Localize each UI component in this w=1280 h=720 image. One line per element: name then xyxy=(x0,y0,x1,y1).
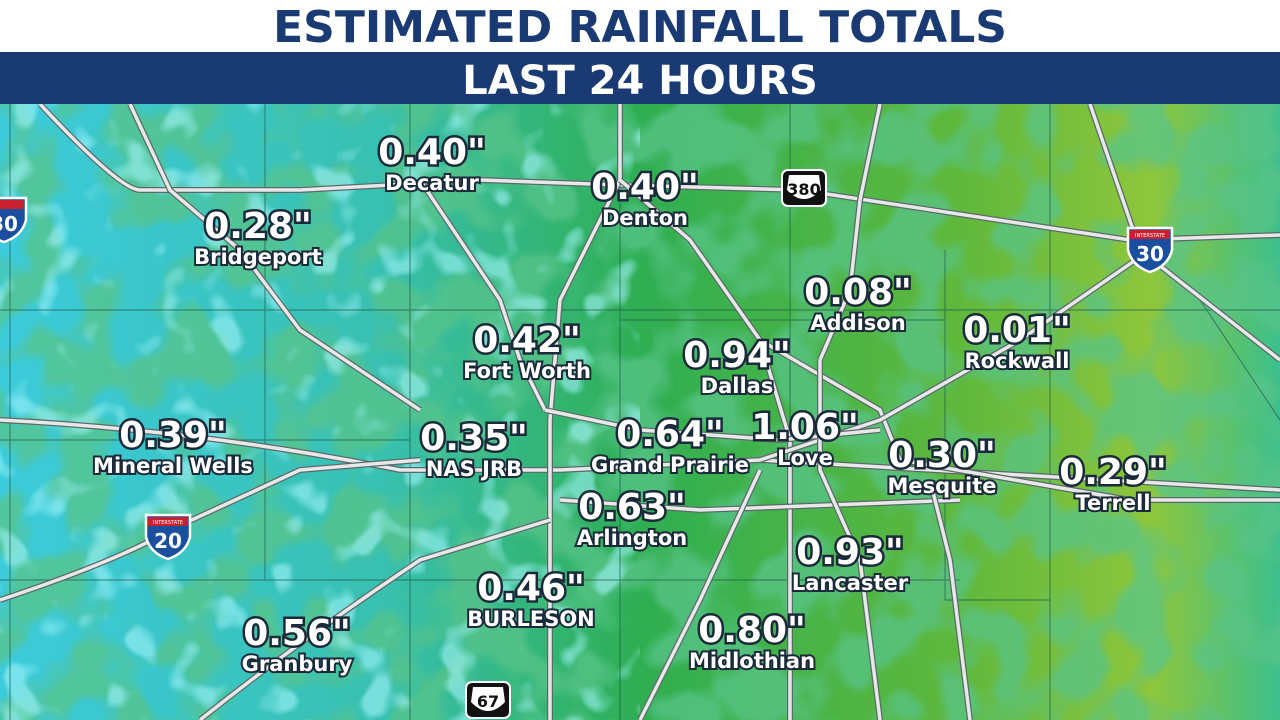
shield-label: 67 xyxy=(477,692,499,711)
shield-label: 30 xyxy=(0,212,18,236)
us-shield-inner xyxy=(471,687,505,711)
city-name: Addison xyxy=(810,311,905,335)
shield-label: 380 xyxy=(787,180,820,199)
city-name: Decatur xyxy=(385,171,479,195)
road xyxy=(928,479,972,720)
city-name: Lancaster xyxy=(792,571,909,595)
city-name: Rockwall xyxy=(965,349,1070,373)
road xyxy=(544,408,881,442)
interstate-banner xyxy=(1130,230,1170,239)
rain-amount: 0.46" xyxy=(477,568,585,609)
shield-label: 30 xyxy=(1136,242,1164,266)
city-name: Love xyxy=(777,446,833,470)
rain-amount: 0.93" xyxy=(796,532,904,573)
rain-amount: 0.35" xyxy=(420,418,528,459)
rain-amount: 0.28" xyxy=(204,206,312,247)
city-name: Midlothian xyxy=(689,649,815,673)
rain-amount: 0.64" xyxy=(616,414,724,455)
rain-amount: 0.56" xyxy=(243,613,351,654)
shield-label: 20 xyxy=(154,529,182,553)
interstate-banner xyxy=(0,200,24,209)
road xyxy=(418,179,547,411)
rain-amount: 1.06" xyxy=(751,407,859,448)
road xyxy=(38,102,1280,242)
road xyxy=(759,338,1280,502)
road xyxy=(559,498,961,512)
roads xyxy=(0,101,1280,720)
rain-amount: 0.63" xyxy=(578,487,686,528)
city-name: Granbury xyxy=(242,652,353,676)
road xyxy=(818,360,882,720)
city-name: Mesquite xyxy=(887,474,996,498)
shield-banner: INTERSTATE xyxy=(1135,233,1165,239)
title-band xyxy=(0,0,1280,52)
rain-amount: 0.80" xyxy=(698,610,806,651)
road xyxy=(198,518,551,720)
city-name: Terrell xyxy=(1075,491,1150,515)
road xyxy=(0,418,1280,492)
rain-amount: 0.40" xyxy=(378,132,486,173)
city-name: BURLESON xyxy=(467,607,595,631)
rain-amount: 0.08" xyxy=(804,272,912,313)
rain-amount: 0.94" xyxy=(683,335,791,376)
subtitle: LAST 24 HOURS xyxy=(462,58,818,104)
shield-banner: INTERSTATE xyxy=(153,520,183,526)
road xyxy=(128,103,421,412)
city-name: Mineral Wells xyxy=(93,454,253,478)
road xyxy=(638,469,762,720)
interstate-banner xyxy=(148,517,188,526)
us-shield-inner xyxy=(787,175,821,199)
rain-amount: 0.42" xyxy=(473,320,581,361)
rain-amount: 0.29" xyxy=(1059,452,1167,493)
rain-amount: 0.01" xyxy=(963,310,1071,351)
city-name: Denton xyxy=(602,206,688,230)
shields: 380 INTERSTATE 30 INTERSTATE 20 67 30 xyxy=(0,169,1174,719)
labels: 0.40"Decatur 0.40"Denton0.28"Bridgeport0.… xyxy=(91,130,1169,679)
city-name: NAS JRB xyxy=(426,457,522,481)
rain-texture-light xyxy=(0,104,640,720)
road xyxy=(818,103,882,361)
rain-amount: 0.30" xyxy=(888,435,996,476)
subtitle-band xyxy=(0,52,1280,104)
title: ESTIMATED RAINFALL TOTALS xyxy=(273,2,1007,53)
city-name: Dallas xyxy=(701,374,774,398)
city-name: Bridgeport xyxy=(194,245,322,269)
city-name: Grand Prairie xyxy=(591,453,749,477)
rain-amount: 0.40" xyxy=(591,167,699,208)
rain-amount: 0.39" xyxy=(119,415,227,456)
city-name: Fort Worth xyxy=(463,359,591,383)
city-name: Arlington xyxy=(577,526,687,550)
county-line xyxy=(1199,299,1280,421)
